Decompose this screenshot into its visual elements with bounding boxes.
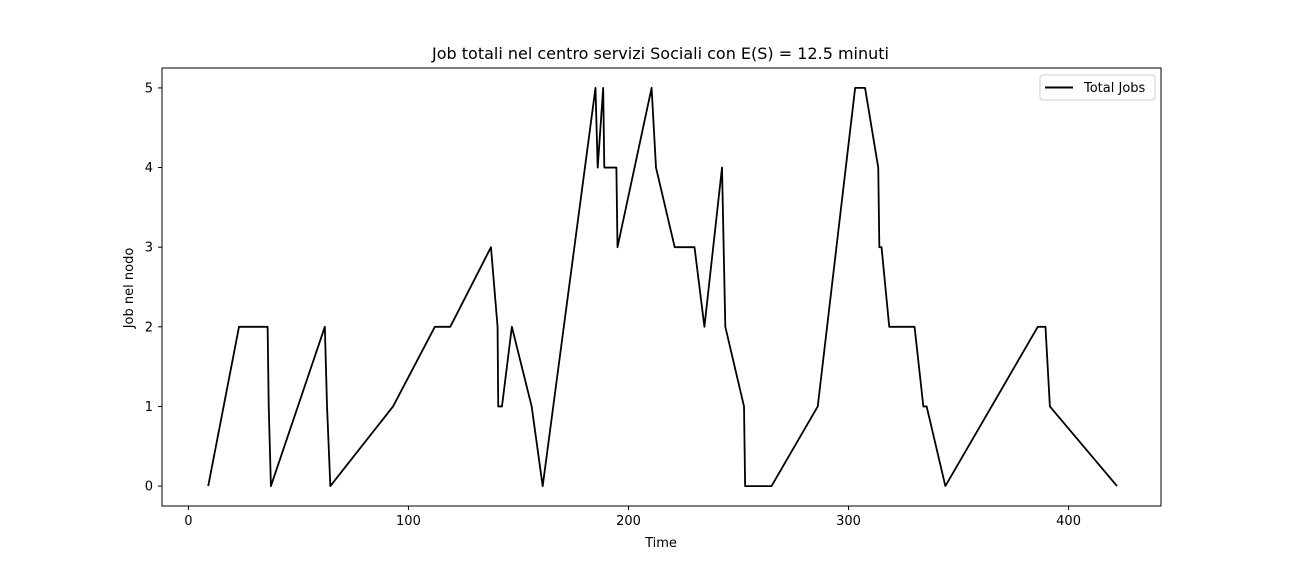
plot-area — [161, 67, 1162, 507]
x-tick-label: 400 — [1056, 514, 1081, 529]
x-tick-label: 100 — [396, 514, 421, 529]
y-axis: 0 1 2 3 4 5 — [145, 81, 162, 495]
y-tick-label: 5 — [145, 81, 153, 96]
x-tick-label: 200 — [616, 514, 641, 529]
y-tick-label: 0 — [145, 480, 153, 495]
y-tick-label: 4 — [145, 161, 153, 176]
y-tick-label: 3 — [145, 241, 153, 256]
y-tick-label: 1 — [145, 400, 153, 415]
legend-box — [1039, 74, 1156, 101]
x-tick-label: 0 — [184, 514, 192, 529]
x-axis: 0 100 200 300 400 — [184, 506, 1081, 529]
legend-label-total-jobs: Total Jobs — [1083, 81, 1146, 96]
legend: Total Jobs — [1039, 74, 1156, 101]
series-line-total-jobs — [207, 87, 1118, 487]
series-layer — [207, 87, 1118, 487]
y-tick-label: 2 — [145, 320, 153, 335]
y-axis-label: Job nel nodo — [122, 248, 137, 330]
x-tick-label: 300 — [836, 514, 861, 529]
x-axis-label: Time — [644, 536, 677, 551]
chart-title: Job totali nel centro servizi Sociali co… — [431, 44, 889, 63]
